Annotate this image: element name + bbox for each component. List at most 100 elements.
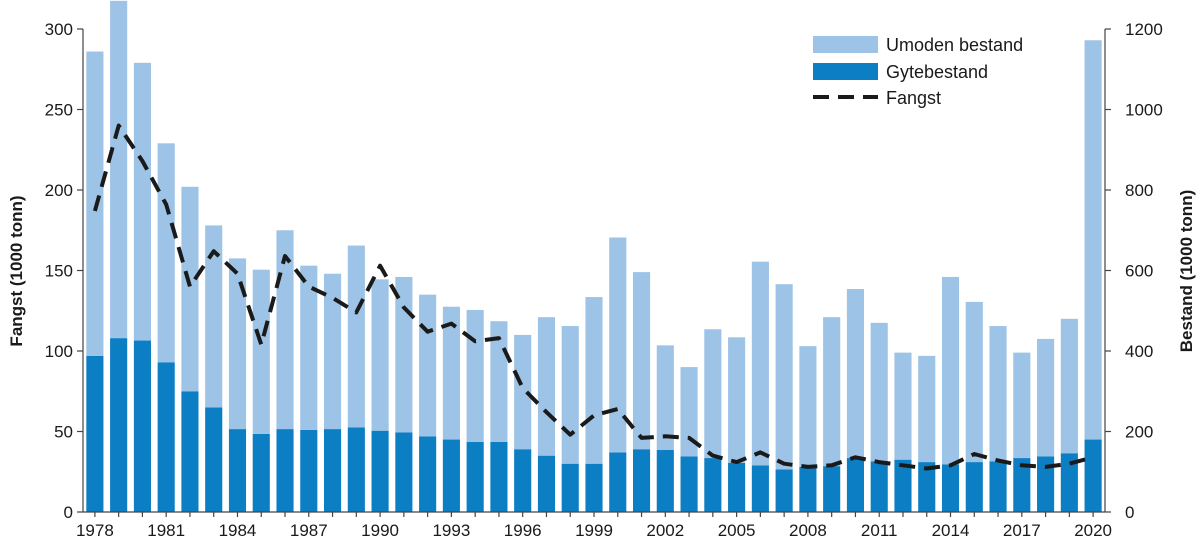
bar-gytebestand (300, 429, 318, 512)
left-axis-tick-label: 100 (45, 342, 73, 361)
left-axis-tick-label: 0 (64, 503, 73, 522)
x-axis-tick-label: 1990 (361, 521, 399, 540)
right-axis-tick-label: 600 (1125, 262, 1153, 281)
bar-umoden-bestand (680, 367, 698, 457)
legend-swatch-gyte (813, 63, 878, 80)
x-axis-tick-label: 2005 (718, 521, 756, 540)
bar-umoden-bestand (632, 272, 651, 450)
bar-umoden-bestand (252, 269, 270, 434)
bar-umoden-bestand (941, 276, 960, 465)
bar-umoden-bestand (110, 0, 128, 339)
bar-umoden-bestand (561, 326, 579, 464)
bar-umoden-bestand (609, 237, 627, 453)
right-axis-tick-label: 1200 (1125, 20, 1163, 39)
x-axis-tick-label: 2017 (1003, 521, 1041, 540)
bar-gytebestand (1037, 456, 1055, 512)
bar-umoden-bestand (537, 317, 556, 456)
bar-umoden-bestand (276, 230, 294, 430)
bar-gytebestand (514, 449, 532, 512)
bar-gytebestand (704, 458, 722, 512)
x-axis-tick-label: 2014 (932, 521, 970, 540)
bar-umoden-bestand (466, 309, 484, 442)
left-axis-title: Fangst (1000 tonn) (7, 195, 26, 346)
bar-gytebestand (1060, 453, 1078, 512)
bar-umoden-bestand (1084, 40, 1102, 440)
bar-umoden-bestand (1060, 318, 1078, 454)
legend-label-fangst: Fangst (886, 88, 941, 108)
bar-umoden-bestand (514, 334, 532, 450)
right-axis-title: Bestand (1000 tonn) (1177, 190, 1196, 352)
bar-umoden-bestand (442, 306, 460, 440)
right-axis-tick-label: 1000 (1125, 101, 1163, 120)
bar-gytebestand (442, 439, 460, 512)
bar-umoden-bestand (728, 337, 746, 463)
bar-umoden-bestand (965, 301, 983, 463)
x-axis-tick-label: 1981 (147, 521, 185, 540)
bar-umoden-bestand (157, 143, 175, 363)
bar-umoden-bestand (846, 289, 864, 459)
bar-gytebestand (419, 436, 437, 512)
legend-label-gyte: Gytebestand (886, 62, 988, 82)
left-axis-tick-label: 150 (45, 262, 73, 281)
left-axis-tick-label: 200 (45, 181, 73, 200)
left-axis-tick-label: 300 (45, 20, 73, 39)
bar-gytebestand (490, 441, 508, 512)
bar-gytebestand (110, 338, 128, 512)
bar-umoden-bestand (347, 245, 365, 428)
bar-umoden-bestand (799, 346, 817, 467)
bar-gytebestand (941, 464, 960, 512)
bar-gytebestand (918, 462, 936, 512)
bar-umoden-bestand (1013, 352, 1031, 459)
bar-umoden-bestand (1037, 338, 1055, 457)
x-axis-tick-label: 1984 (219, 521, 257, 540)
bar-umoden-bestand (894, 352, 912, 460)
bar-gytebestand (276, 429, 294, 512)
bar-gytebestand (846, 458, 864, 512)
axes: 0 50 100 150 200 250 300 0 200 400 600 800 1000 1200 1… (45, 20, 1163, 540)
bar-umoden-bestand (585, 297, 603, 464)
bar-gytebestand (157, 362, 175, 512)
bar-umoden-bestand (918, 355, 936, 463)
bar-gytebestand (228, 429, 247, 512)
bar-umoden-bestand (371, 279, 389, 431)
bar-umoden-bestand (823, 317, 841, 467)
bar-gytebestand (561, 463, 579, 512)
bar-gytebestand (86, 355, 104, 512)
bar-gytebestand (324, 429, 342, 512)
bar-gytebestand (133, 340, 151, 512)
x-axis-tick-label: 1996 (504, 521, 542, 540)
legend: Umoden bestand Gytebestand Fangst (813, 35, 1023, 108)
bar-umoden-bestand (419, 294, 437, 437)
left-axis-tick-label: 50 (54, 423, 73, 442)
bar-umoden-bestand (324, 273, 342, 430)
right-axis-tick-label: 0 (1125, 503, 1134, 522)
bar-umoden-bestand (133, 62, 151, 341)
bar-gytebestand (965, 462, 983, 512)
right-axis-tick-label: 800 (1125, 181, 1153, 200)
bar-gytebestand (585, 463, 603, 512)
bar-gytebestand (347, 427, 365, 512)
bar-umoden-bestand (704, 329, 722, 459)
bar-umoden-bestand (775, 284, 793, 470)
bar-gytebestand (775, 469, 793, 512)
bar-gytebestand (371, 430, 389, 512)
bar-gytebestand (1084, 439, 1102, 512)
bar-gytebestand (609, 452, 627, 512)
right-axis-tick-label: 200 (1125, 423, 1153, 442)
bar-gytebestand (466, 441, 484, 512)
fangst-line (92, 123, 1094, 471)
x-axis-tick-label: 1993 (432, 521, 470, 540)
legend-label-umoden: Umoden bestand (886, 35, 1023, 55)
left-axis-tick-label: 250 (45, 101, 73, 120)
bar-gytebestand (632, 449, 651, 512)
bar-umoden-bestand (395, 276, 413, 433)
bar-umoden-bestand (205, 225, 223, 408)
bar-umoden-bestand (181, 186, 199, 392)
x-axis-tick-label: 1999 (575, 521, 613, 540)
bar-gytebestand (252, 433, 270, 512)
bar-gytebestand (680, 456, 698, 512)
x-axis-tick-label: 2011 (861, 521, 898, 540)
bar-umoden-bestand (870, 322, 888, 462)
bar-gytebestand (799, 466, 817, 512)
